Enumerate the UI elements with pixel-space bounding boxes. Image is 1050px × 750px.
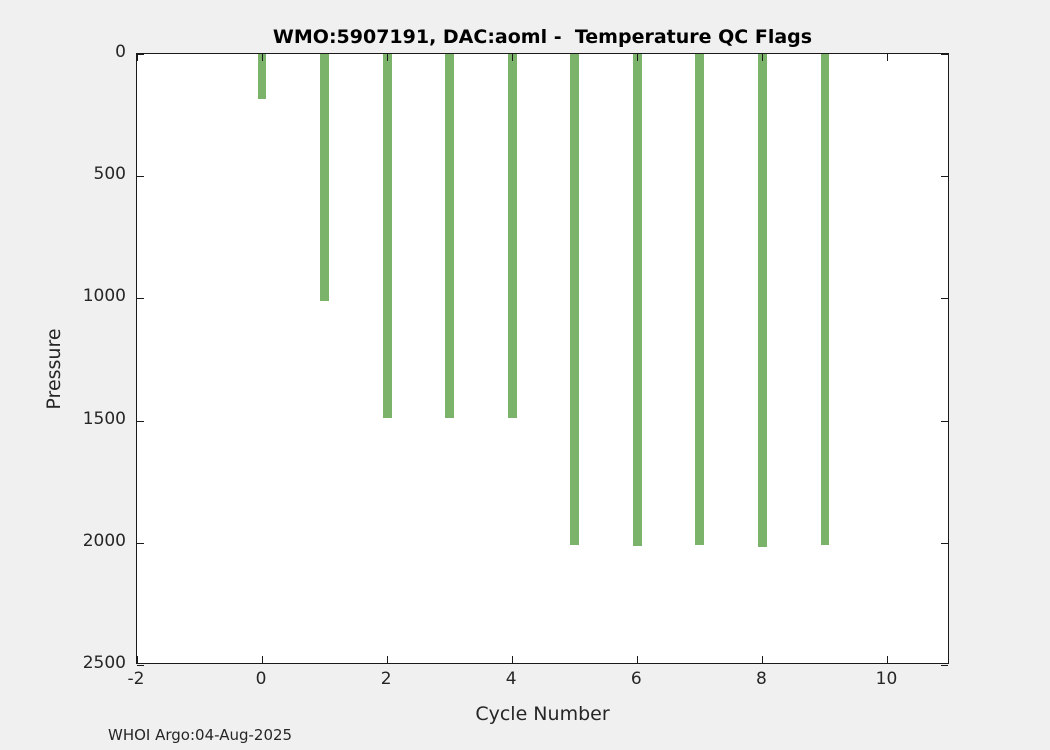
- y-tick-mark: [137, 542, 144, 544]
- y-tick-mark: [137, 420, 144, 422]
- x-tick-mark-top: [762, 54, 764, 61]
- x-tick-mark-top: [137, 54, 138, 61]
- x-tick-mark-top: [512, 54, 514, 61]
- x-tick-mark: [512, 656, 514, 663]
- qc-flag-bar: [632, 54, 642, 546]
- y-tick-mark-right: [941, 298, 948, 300]
- x-tick-mark-top: [262, 54, 264, 61]
- qc-flag-bar: [382, 54, 392, 419]
- y-tick-mark: [137, 176, 144, 178]
- y-tick-mark-right: [941, 54, 948, 55]
- y-tick-label: 0: [115, 42, 126, 62]
- plot-inner: [137, 54, 948, 663]
- qc-flag-bar: [820, 54, 830, 546]
- y-tick-mark: [137, 665, 144, 666]
- x-tick-mark: [762, 656, 764, 663]
- y-tick-label: 500: [93, 164, 126, 185]
- x-tick-mark: [262, 656, 264, 663]
- x-tick-label: 8: [755, 669, 767, 689]
- x-tick-label: 0: [255, 669, 267, 689]
- x-tick-mark: [387, 656, 389, 663]
- x-tick-mark-top: [637, 54, 639, 61]
- y-tick-mark-right: [941, 176, 948, 178]
- y-tick-label: 1000: [82, 286, 126, 307]
- y-tick-label: 1500: [82, 408, 126, 429]
- chart-title: WMO:5907191, DAC:aoml - Temperature QC F…: [272, 26, 813, 48]
- footer-credit: WHOI Argo:04-Aug-2025: [108, 726, 293, 744]
- x-tick-label: 4: [505, 669, 517, 689]
- y-tick-label: 2500: [82, 653, 126, 673]
- y-tick-mark-right: [941, 542, 948, 544]
- x-tick-mark-top: [387, 54, 389, 61]
- qc-flag-bar: [320, 54, 330, 301]
- y-tick-mark: [137, 54, 144, 55]
- y-tick-mark-right: [941, 420, 948, 422]
- plot-area: [136, 53, 949, 666]
- y-tick-mark-right: [941, 665, 948, 666]
- x-tick-mark-top: [887, 54, 889, 61]
- y-tick-label: 2000: [82, 530, 126, 551]
- qc-flag-bar: [445, 54, 455, 419]
- x-axis-label: Cycle Number: [475, 703, 610, 725]
- x-tick-label: 6: [630, 669, 642, 689]
- qc-flag-bar: [695, 54, 705, 546]
- qc-flag-bar: [570, 54, 580, 546]
- y-tick-mark: [137, 298, 144, 300]
- x-tick-label: 10: [875, 669, 898, 689]
- qc-flag-bar: [757, 54, 767, 548]
- x-tick-label: -2: [127, 669, 145, 689]
- x-tick-label: 2: [380, 669, 392, 689]
- qc-flag-bar: [507, 54, 517, 419]
- x-tick-mark: [137, 656, 138, 663]
- x-tick-mark: [887, 656, 889, 663]
- x-tick-mark: [637, 656, 639, 663]
- qc-flag-bar: [257, 54, 267, 100]
